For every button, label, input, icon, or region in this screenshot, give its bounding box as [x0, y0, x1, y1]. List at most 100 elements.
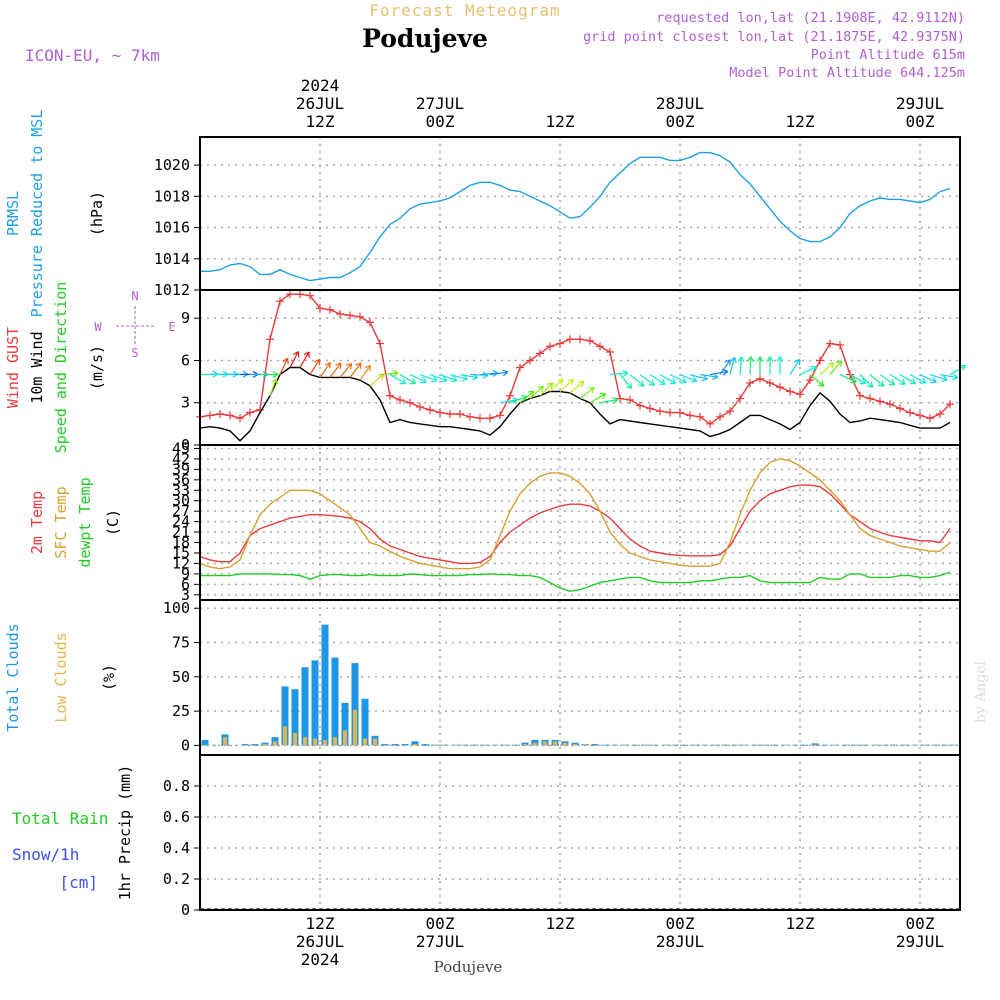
wind-barb-head	[930, 381, 937, 384]
wind-barb	[339, 363, 353, 378]
wind-barb-head	[314, 358, 320, 363]
wind-barb-head	[850, 381, 857, 384]
wind-barb-head	[345, 363, 352, 367]
bar-clouds-1	[543, 741, 547, 746]
wind-barb-head	[730, 356, 736, 362]
bar-clouds-1	[333, 737, 337, 746]
bar-clouds-0	[651, 744, 659, 746]
y-tick-label: 39	[172, 460, 190, 478]
bar-clouds-0	[451, 744, 459, 746]
bar-clouds-0	[771, 744, 779, 746]
y-tick-label: 0.4	[163, 839, 190, 857]
bar-clouds-0	[381, 744, 389, 746]
location-title: Podujeve	[362, 24, 488, 53]
wind-barb-head	[452, 375, 458, 382]
wind-barb	[789, 359, 801, 375]
wind-barb-head	[442, 375, 448, 382]
wind-barb	[909, 374, 927, 384]
grid-point-coords: grid point closest lon,lat (21.1875E, 42…	[583, 29, 965, 45]
legend-item: Total Rain	[12, 809, 108, 828]
bar-clouds-0	[691, 744, 699, 746]
top-time-label: 00Z	[906, 112, 935, 131]
wind-barb	[849, 374, 866, 385]
bar-clouds-0	[751, 744, 759, 746]
bar-clouds-0	[721, 744, 729, 746]
wind-barb	[539, 382, 554, 397]
bar-clouds-0	[341, 702, 349, 746]
y-tick-label: 15	[172, 544, 190, 562]
wind-barb	[369, 373, 385, 387]
wind-barb-head	[734, 356, 737, 363]
compass-east: E	[168, 320, 175, 334]
bottom-time-label: 00Z	[426, 914, 455, 933]
wind-barb	[729, 357, 736, 375]
y-tick-label: 100	[163, 599, 190, 617]
wind-barb-head	[766, 356, 771, 362]
bottom-time-label: 00Z	[666, 914, 695, 933]
wind-barb	[869, 374, 885, 387]
top-time-label: 12Z	[306, 112, 335, 131]
bottom-time-label: 27JUL	[416, 932, 464, 951]
bar-clouds-0	[291, 689, 299, 746]
bar-clouds-1	[263, 744, 267, 746]
bar-clouds-0	[241, 744, 249, 746]
wind-barb-head	[412, 378, 417, 384]
wind-barb-head	[392, 372, 399, 377]
watermark: by Angel	[973, 660, 989, 723]
wind-barb	[569, 380, 585, 394]
wind-barb-head	[922, 377, 927, 384]
wind-barb-head	[852, 376, 857, 383]
panel-frame	[199, 754, 961, 911]
wind-barb-head	[769, 356, 774, 362]
wind-barb-head	[648, 384, 655, 386]
bar-clouds-0	[511, 744, 519, 746]
bar-clouds-1	[303, 737, 307, 746]
y-axis-label: Total Clouds	[4, 623, 22, 731]
y-tick-label: 0.6	[163, 808, 190, 826]
bar-clouds-0	[471, 744, 479, 746]
y-tick-label: 6	[181, 575, 190, 593]
bar-clouds-0	[571, 742, 579, 746]
wind-barb-head	[521, 394, 528, 398]
wind-barb	[299, 351, 310, 368]
y-tick-label: 1018	[154, 187, 190, 205]
wind-barb-head	[275, 378, 278, 385]
wind-barb	[389, 374, 406, 385]
wind-barb	[449, 373, 468, 380]
series-temperature-2	[200, 571, 951, 593]
wind-barb-head	[756, 356, 761, 362]
wind-barb-head	[821, 380, 825, 387]
bar-clouds-0	[301, 667, 309, 746]
y-axis-label: 10m Wind	[28, 331, 46, 403]
wind-barb	[359, 365, 371, 381]
wind-barb-head	[271, 378, 277, 383]
wind-barb-head	[712, 376, 719, 380]
bar-clouds-0	[361, 698, 369, 746]
top-time-label: 12Z	[786, 112, 815, 131]
bar-clouds-0	[781, 744, 789, 746]
wind-barb	[659, 374, 676, 385]
bottom-time-label: 29JUL	[896, 932, 944, 951]
wind-barb-head	[335, 362, 342, 366]
wind-barb	[579, 386, 595, 399]
wind-barb-head	[560, 378, 564, 385]
y-tick-label: 36	[172, 471, 190, 489]
y-tick-label: 18	[172, 534, 190, 552]
bar-clouds-1	[293, 733, 297, 746]
wind-barb-head	[881, 380, 885, 387]
wind-barb-head	[324, 362, 331, 366]
wind-barb-head	[546, 382, 553, 385]
y-axis-label: PRMSL	[4, 191, 22, 236]
wind-barb-head	[451, 380, 458, 383]
panel-frame	[199, 136, 961, 291]
series-pressure-0	[200, 151, 951, 282]
wind-barb-head	[472, 377, 478, 381]
wind-barb-head	[870, 381, 874, 388]
wind-barb	[329, 362, 342, 378]
wind-barb	[669, 374, 687, 383]
bar-clouds-0	[871, 744, 879, 746]
legend-item: [cm]	[59, 873, 98, 892]
wind-barb-head	[581, 381, 585, 388]
panel-pressure: 1012 1014 1016 1018 1020 PRMSL Pressure Reduce…	[4, 110, 961, 317]
